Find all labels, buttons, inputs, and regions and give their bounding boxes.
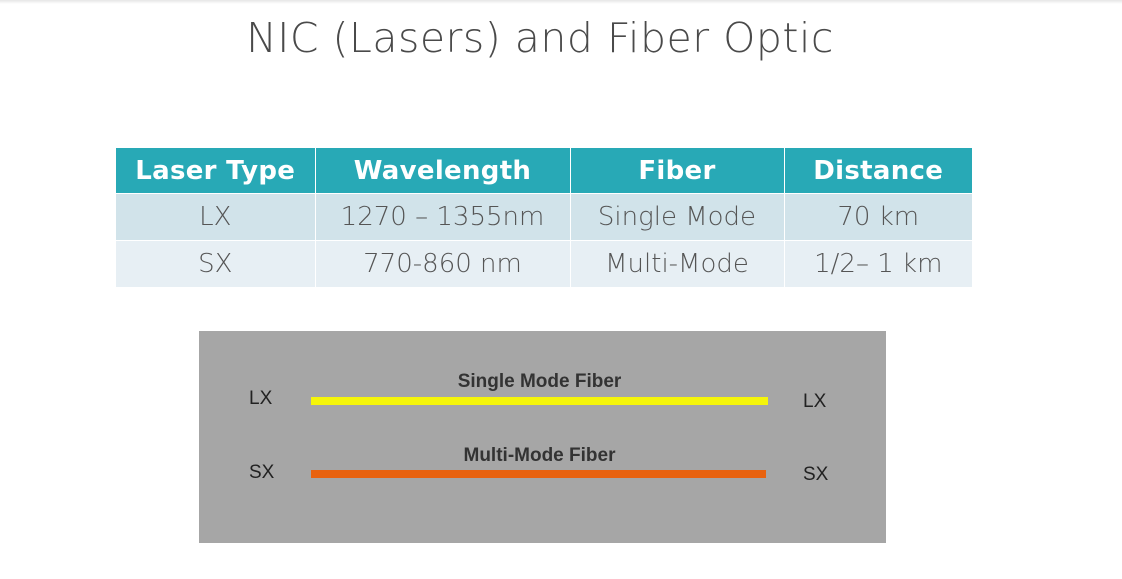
multi-mode-right-end-label: SX [803,464,829,485]
multi-mode-fiber-line [311,470,766,478]
fiber-diagram: LX Single Mode Fiber LX SX Multi-Mode Fi… [199,331,886,543]
cell-distance: 1/2– 1 km [784,240,972,287]
slide-title: NIC (Lasers) and Fiber Optic [246,14,834,62]
single-mode-fiber-label: Single Mode Fiber [457,371,622,392]
table-row: SX 770-860 nm Multi-Mode 1/2– 1 km [116,240,972,287]
header-fiber: Fiber [570,148,785,194]
table-row: LX 1270 – 1355nm Single Mode 70 km [116,193,972,241]
header-wavelength: Wavelength [315,148,571,194]
cell-wavelength: 770-860 nm [315,240,571,287]
cell-fiber: Multi-Mode [570,240,785,287]
table-header-row: Laser Type Wavelength Fiber Distance [116,148,972,194]
header-distance: Distance [784,148,972,194]
multi-mode-left-end-label: SX [249,462,275,483]
single-mode-fiber-line [311,397,768,405]
cell-laser-type: LX [116,193,316,241]
multi-mode-fiber-label: Multi-Mode Fiber [463,445,616,466]
top-shadow [0,0,1122,4]
cell-distance: 70 km [784,193,972,241]
cell-laser-type: SX [116,240,316,287]
laser-spec-table: Laser Type Wavelength Fiber Distance LX … [116,148,972,287]
cell-wavelength: 1270 – 1355nm [315,193,571,241]
single-mode-right-end-label: LX [803,391,827,412]
single-mode-left-end-label: LX [249,388,273,409]
header-laser-type: Laser Type [116,148,316,194]
cell-fiber: Single Mode [570,193,785,241]
